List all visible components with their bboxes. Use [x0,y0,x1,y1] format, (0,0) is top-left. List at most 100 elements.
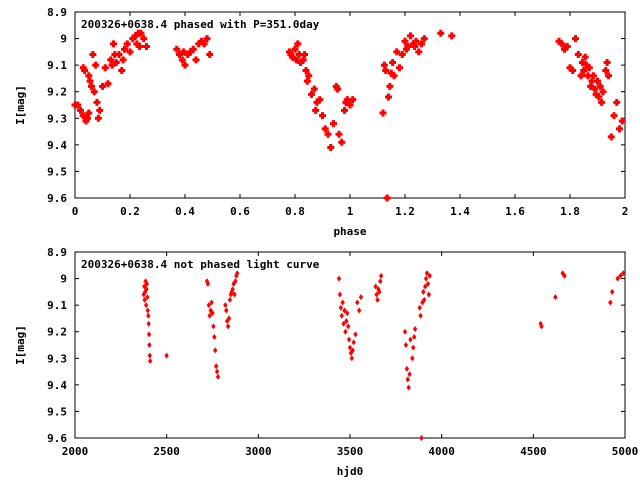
unphased-data-point [378,278,383,285]
unphased-data-point [403,342,409,348]
unphased-data-point [419,435,424,441]
unphased-y-tick-label: 9 [60,273,67,286]
unphased-data-point [410,355,415,362]
unphased-data-point [338,304,344,311]
unphased-data-point [407,371,412,378]
phased-data-point [330,120,337,128]
phased-data-point [319,112,326,120]
unphased-data-point [146,312,151,319]
unphased-data-point [213,363,219,370]
phased-data-point [93,98,101,106]
unphased-data-point [405,376,410,383]
unphased-data-point [142,296,147,303]
unphased-data-point [145,307,150,314]
phased-data-point [143,43,150,51]
phased-y-tick-label: 9.2 [47,86,67,99]
unphased-axis-ticks: 2000 2500 3000 3500 4000 4500 5000 8.9 9 9.1 9.2 9.… [47,246,638,458]
phased-y-tick-label: 9 [60,33,67,46]
unphased-data-point [345,323,351,330]
phased-y-tick-label: 9.3 [47,112,67,125]
phased-data-point [119,56,127,64]
phased-data-point [338,138,346,146]
unphased-data-point [620,270,626,277]
unphased-data-point [422,296,427,303]
unphased-y-tick-label: 8.9 [47,246,67,259]
phased-data-points [71,29,626,202]
unphased-data-point [349,355,355,362]
phased-x-tick-label: 0.4 [175,205,195,218]
phased-x-tick-label: 1 [347,205,354,218]
unphased-data-point [146,331,152,338]
phased-data-point [607,133,615,141]
unphased-data-point [223,302,228,309]
unphased-chart-title: 200326+0638.4 not phased light curve [81,258,320,271]
phased-x-axis-label: phase [333,225,366,238]
unphased-data-point [337,291,343,298]
phased-data-point [341,106,348,114]
unphased-data-point [418,312,423,319]
unphased-data-point [230,286,235,293]
phased-x-tick-label: 1.8 [560,205,580,218]
phased-y-tick-label: 9.5 [47,165,67,178]
phased-data-point [437,29,445,37]
unphased-x-tick-label: 2500 [153,445,180,458]
phased-data-point [327,144,335,152]
unphased-data-point [147,342,152,348]
unphased-data-point [377,288,382,295]
unphased-data-point [344,318,349,325]
phased-data-point [312,106,320,114]
unphased-data-point [356,307,362,314]
unphased-chart: 200326+0638.4 not phased light curve hjd… [14,246,638,478]
unphased-data-point [212,334,217,341]
unphased-data-point [225,323,231,330]
unphased-data-point [210,310,215,317]
phased-data-point [206,51,214,59]
phased-data-point [407,32,414,40]
phased-x-tick-label: 1.2 [395,205,415,218]
unphased-data-point [226,315,232,322]
unphased-x-tick-label: 2000 [62,445,89,458]
unphased-data-point [424,270,430,277]
unphased-data-point [147,352,152,359]
unphased-data-point [373,283,378,290]
unphased-data-point [147,357,153,364]
unphased-data-point [618,272,623,279]
phased-data-point [94,114,102,122]
phased-y-axis-label: I[mag] [14,85,27,125]
unphased-data-point [615,275,620,282]
unphased-y-tick-label: 9.6 [47,432,67,445]
phased-data-point [610,112,618,120]
unphased-data-point [347,344,353,351]
phased-y-tick-label: 8.9 [47,6,67,19]
unphased-data-point [235,270,240,277]
phased-chart: 200326+0638.4 phased with P=351.0day pha… [14,6,628,238]
phased-data-point [101,64,109,72]
unphased-data-point [426,291,432,298]
unphased-data-point [425,280,431,287]
unphased-data-point [539,323,544,330]
unphased-x-tick-label: 3000 [245,445,272,458]
unphased-data-point [206,302,212,309]
unphased-data-point [609,288,615,295]
unphased-data-point [375,296,380,303]
unphased-data-point [608,299,613,306]
phased-x-tick-label: 0.8 [285,205,305,218]
unphased-data-point [336,275,342,282]
unphased-data-point [346,336,352,343]
unphased-y-tick-label: 9.3 [47,352,67,365]
unphased-y-tick-label: 9.1 [47,299,67,312]
unphased-y-tick-label: 9.5 [47,405,67,418]
unphased-data-point [229,288,234,295]
phased-y-tick-label: 9.4 [47,139,67,152]
unphased-data-point [205,280,211,287]
phased-data-point [603,58,611,66]
unphased-data-point [423,275,429,282]
unphased-data-point [421,288,426,295]
unphased-data-point [143,302,149,309]
phased-data-point [115,51,123,59]
phased-y-tick-label: 9.1 [47,59,67,72]
phased-data-point [385,93,392,101]
unphased-data-point [402,328,408,335]
unphased-x-tick-label: 5000 [612,445,639,458]
phased-data-point [448,32,456,40]
